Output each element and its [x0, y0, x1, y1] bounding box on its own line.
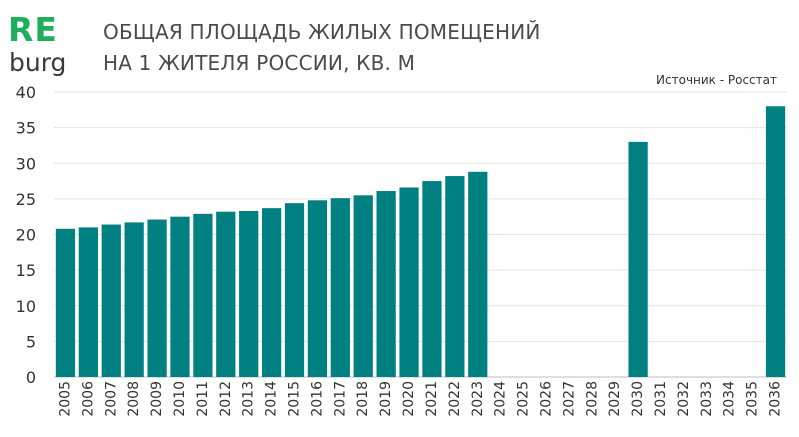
bar-2006 [79, 227, 98, 377]
x-tick-label: 2007 [103, 381, 119, 417]
bar-2010 [170, 217, 189, 377]
bar-2023 [468, 172, 487, 377]
bar-2014 [262, 208, 281, 377]
bar-2020 [399, 187, 418, 377]
bar-2030 [628, 142, 647, 377]
x-axis-ticks: 2005 2006 2007 2008 2009 2010 2011 2012 2013 2014… [57, 381, 783, 417]
x-tick-label: 2025 [516, 381, 532, 417]
x-tick-label: 2036 [768, 381, 784, 417]
x-tick-label: 2014 [264, 381, 280, 417]
y-tick-label: 20 [16, 226, 36, 245]
x-tick-label: 2029 [607, 381, 623, 417]
x-tick-label: 2032 [676, 381, 692, 417]
x-tick-label: 2033 [699, 381, 715, 417]
x-tick-label: 2009 [149, 381, 165, 417]
bar-2017 [331, 198, 350, 377]
x-tick-label: 2035 [745, 381, 761, 417]
x-tick-label: 2023 [470, 381, 486, 417]
x-tick-label: 2008 [126, 381, 142, 417]
x-tick-label: 2016 [309, 381, 325, 417]
bar-2007 [102, 225, 121, 377]
x-tick-label: 2026 [538, 381, 554, 417]
x-tick-label: 2031 [653, 381, 669, 417]
x-tick-label: 2011 [195, 381, 211, 417]
y-tick-label: 30 [16, 154, 36, 173]
bar-2021 [422, 181, 441, 377]
x-tick-label: 2012 [218, 381, 234, 417]
x-tick-label: 2020 [401, 381, 417, 417]
x-tick-label: 2030 [630, 381, 646, 417]
bar-2016 [308, 200, 327, 377]
x-tick-label: 2028 [584, 381, 600, 417]
x-tick-label: 2027 [561, 381, 577, 417]
bar-2008 [125, 222, 144, 377]
x-tick-label: 2021 [424, 381, 440, 417]
bar-2022 [445, 176, 464, 377]
y-tick-label: 25 [16, 190, 36, 209]
y-tick-label: 0 [26, 368, 36, 387]
y-tick-label: 5 [26, 332, 36, 351]
x-tick-label: 2010 [172, 381, 188, 417]
x-tick-label: 2006 [80, 381, 96, 417]
bar-2009 [147, 220, 166, 377]
y-axis-ticks: 0 5 10 15 20 25 30 35 40 [16, 83, 36, 387]
bar-2012 [216, 212, 235, 377]
bar-2015 [285, 203, 304, 377]
y-tick-label: 10 [16, 297, 36, 316]
x-tick-label: 2019 [378, 381, 394, 417]
x-tick-label: 2034 [722, 381, 738, 417]
y-tick-label: 35 [16, 119, 36, 138]
bar-2011 [193, 214, 212, 377]
x-tick-label: 2015 [287, 381, 303, 417]
y-tick-label: 15 [16, 261, 36, 280]
x-tick-label: 2024 [493, 381, 509, 417]
bar-2019 [377, 191, 396, 377]
x-tick-label: 2018 [355, 381, 371, 417]
bars [56, 106, 785, 377]
x-tick-label: 2013 [241, 381, 257, 417]
x-tick-label: 2022 [447, 381, 463, 417]
x-tick-label: 2017 [332, 381, 348, 417]
bar-2018 [354, 195, 373, 377]
y-tick-label: 40 [16, 83, 36, 102]
x-tick-label: 2005 [57, 381, 73, 417]
bar-2005 [56, 229, 75, 377]
bar-2013 [239, 211, 258, 377]
bar-2036 [766, 106, 785, 377]
